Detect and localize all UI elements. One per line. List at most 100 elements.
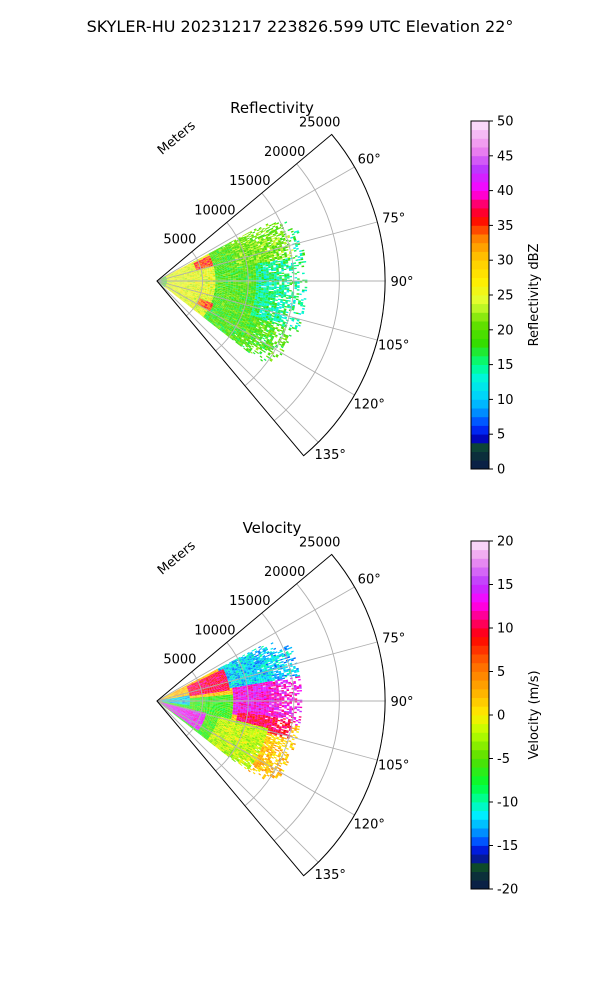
colorbar-segment [471,338,489,348]
plot-title: Velocity [243,519,302,537]
colorbar-tick-label: -15 [497,839,518,854]
colorbar-segment [471,277,489,287]
axes-frame [156,553,386,877]
grid-arc [186,251,203,317]
colorbar-tick-label: 30 [497,254,514,269]
axes-frame [156,133,386,457]
colorbar-segment [471,828,489,838]
velocity-colorbar: -20 -15 -10 -5 0 5 10 15 20 Velocity (m/s) [470,535,542,898]
radial-tick-label: 10000 [194,203,235,218]
grid-arc [215,642,249,772]
figure-suptitle: SKYLER-HU 20231217 223826.599 UTC Elevat… [87,17,514,36]
colorbar-segment [471,181,489,191]
theta-tick-label: 120° [354,818,385,833]
colorbar-segment [471,584,489,594]
theta-tick-label: 90° [390,695,413,710]
theta-tick-label: 105° [378,338,409,353]
colorbar-segment [471,880,489,890]
colorbar-segment [471,208,489,218]
colorbar-segment [471,138,489,148]
colorbar-segment [471,451,489,461]
polar-grid [156,134,386,457]
colorbar-segment [471,303,489,313]
colorbar-segment [471,819,489,829]
grid-spoke [156,641,378,702]
colorbar-segment [471,268,489,278]
colorbar-segment [471,295,489,305]
colorbar-segment [471,601,489,611]
colorbar-segment [471,871,489,881]
colorbar-segment [471,416,489,426]
colorbar-segment [471,321,489,331]
radial-tick-label: 5000 [163,233,196,248]
colorbar-segment [471,758,489,768]
colorbar-segment [471,749,489,759]
plot-title: Reflectivity [230,99,314,117]
colorbar-segment [471,862,489,872]
colorbar-segment [471,347,489,357]
colorbar-segment [471,199,489,209]
colorbar-segment [471,329,489,339]
colorbar-tick-label: 50 [497,115,514,130]
colorbar-tick-label: 25 [497,289,514,304]
colorbar-segment [471,767,489,777]
colorbar-segment [471,390,489,400]
colorbar-segment [471,802,489,812]
grid-arc [273,583,340,842]
colorbar-segment [471,810,489,820]
colorbar-segment [471,723,489,733]
colorbar-segment [471,732,489,742]
colorbar-segment [471,129,489,139]
colorbar-segment [471,854,489,864]
colorbar-segment [471,364,489,374]
colorbar-tick-label: 45 [497,149,514,164]
colorbar-segment [471,706,489,716]
colorbar-tick-label: 5 [497,665,505,680]
reflectivity-colorbar: 0 5 10 15 20 25 30 35 40 45 50 Reflectivity dBZ [470,115,542,478]
grid-spoke [156,586,355,702]
colorbar-segment [471,460,489,470]
colorbar-segment [471,260,489,270]
grid-spoke [156,700,319,863]
theta-tick-label: 90° [390,275,413,290]
colorbar-segment [471,593,489,603]
colorbar-segment [471,121,489,131]
radial-tick-label: 10000 [194,623,235,638]
grid-spoke [156,166,355,282]
theta-tick-label: 105° [378,758,409,773]
colorbar-segment [471,242,489,252]
colorbar-tick-label: 35 [497,219,514,234]
colorbar-segment [471,312,489,322]
radial-tick-label: 20000 [264,565,305,580]
velocity-plot: Velocity 60° 75° 90° 105° 120° 135° 5000 10000 15… [155,519,414,883]
colorbar-segment [471,373,489,383]
radial-tick-label: 15000 [229,594,270,609]
grid-arc [244,612,295,807]
colorbar-segment [471,541,489,551]
colorbar-tick-label: 20 [497,535,514,550]
colorbar-segment [471,442,489,452]
colorbar-segment [471,147,489,157]
colorbar-tick-label: 15 [497,358,514,373]
theta-tick-label: 75° [382,212,405,227]
grid-arc [244,192,295,387]
colorbar-tick-label: -10 [497,796,518,811]
reflectivity-plot: Reflectivity 60° 75° 90° 105° 120° 135° 5000 100… [155,99,414,463]
colorbar-segment [471,688,489,698]
colorbar-label: Velocity (m/s) [527,670,542,759]
grid-spoke [156,700,355,816]
colorbar-tick-label: -20 [497,883,518,898]
data-field [158,642,303,780]
colorbar-segment [471,715,489,725]
colorbar-segment [471,662,489,672]
radial-tick-label: 20000 [264,145,305,160]
radial-tick-label: 25000 [299,535,340,550]
colorbar-segment [471,836,489,846]
colorbar-segment [471,382,489,392]
colorbar-segment [471,558,489,568]
colorbar-segment [471,741,489,751]
radial-axis-label: Meters [155,118,199,158]
colorbar-segment [471,567,489,577]
grid-arc [215,222,249,352]
